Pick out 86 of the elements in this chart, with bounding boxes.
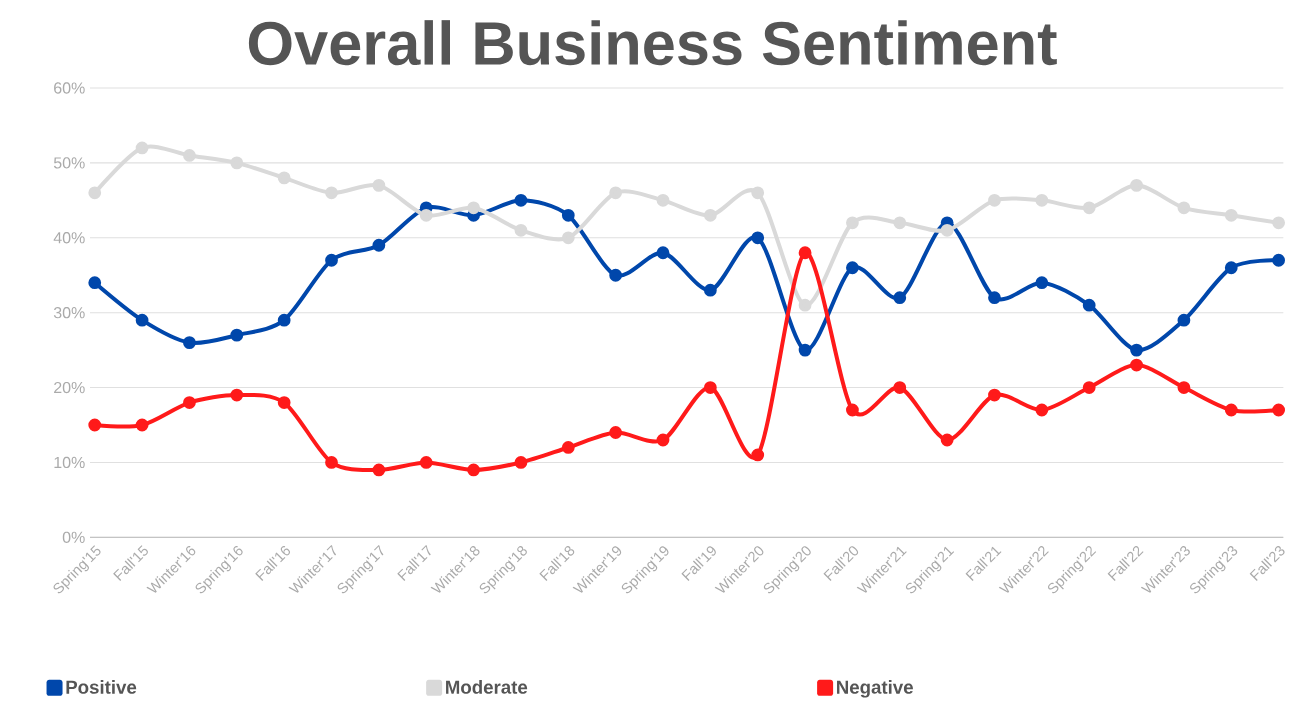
point bbox=[467, 463, 480, 477]
point bbox=[1177, 201, 1191, 215]
point bbox=[230, 328, 244, 342]
y-tick-label: 60% bbox=[54, 82, 85, 94]
legend-label: Moderate bbox=[446, 680, 528, 694]
point bbox=[893, 381, 907, 394]
point bbox=[277, 396, 291, 409]
point bbox=[609, 186, 623, 200]
point bbox=[372, 463, 386, 477]
point bbox=[988, 388, 1001, 402]
point bbox=[940, 433, 954, 447]
y-tick-label: 0% bbox=[62, 531, 85, 543]
point bbox=[703, 283, 717, 297]
point bbox=[798, 298, 812, 312]
point bbox=[703, 381, 717, 394]
point bbox=[1082, 381, 1096, 394]
point bbox=[1082, 298, 1096, 312]
point bbox=[419, 456, 433, 469]
point bbox=[1035, 403, 1049, 417]
point bbox=[1224, 403, 1238, 417]
point bbox=[183, 149, 196, 162]
point bbox=[325, 253, 338, 267]
point bbox=[656, 246, 670, 260]
point bbox=[798, 343, 812, 357]
point bbox=[893, 216, 907, 230]
point bbox=[277, 171, 291, 185]
point bbox=[656, 433, 670, 447]
point bbox=[1082, 201, 1096, 215]
point bbox=[1130, 178, 1143, 192]
point bbox=[277, 313, 291, 327]
y-tick-label: 50% bbox=[53, 157, 85, 169]
point bbox=[561, 441, 575, 454]
point bbox=[798, 246, 812, 260]
point bbox=[325, 456, 338, 469]
y-tick-label: 10% bbox=[54, 456, 85, 469]
point bbox=[135, 141, 149, 155]
y-tick-label: 40% bbox=[53, 232, 85, 244]
point bbox=[325, 186, 338, 200]
point bbox=[846, 216, 859, 230]
point bbox=[846, 403, 859, 417]
point bbox=[183, 396, 196, 409]
legend-label: Negative bbox=[837, 680, 913, 698]
point bbox=[514, 223, 528, 237]
point bbox=[656, 193, 670, 207]
point bbox=[846, 261, 859, 275]
point bbox=[88, 276, 102, 290]
point bbox=[1177, 313, 1191, 327]
point bbox=[230, 156, 244, 170]
point bbox=[1130, 343, 1143, 357]
point bbox=[1177, 381, 1191, 394]
point bbox=[1224, 208, 1238, 222]
point bbox=[88, 418, 102, 432]
point bbox=[1272, 403, 1286, 417]
y-tick-label: 20% bbox=[54, 381, 85, 394]
point bbox=[372, 238, 386, 252]
point bbox=[1130, 358, 1143, 372]
point bbox=[751, 231, 765, 245]
point bbox=[1272, 216, 1286, 230]
point bbox=[609, 268, 623, 282]
point bbox=[940, 223, 954, 237]
point bbox=[514, 456, 528, 469]
point bbox=[1035, 276, 1049, 290]
point bbox=[893, 291, 907, 305]
point bbox=[467, 201, 480, 215]
point bbox=[230, 388, 244, 402]
point bbox=[1224, 261, 1238, 275]
point bbox=[372, 178, 386, 192]
point bbox=[751, 448, 765, 462]
point bbox=[419, 208, 433, 222]
y-tick-label: 30% bbox=[53, 307, 85, 319]
point bbox=[609, 426, 623, 439]
point bbox=[88, 186, 102, 200]
point bbox=[1035, 193, 1049, 207]
point bbox=[183, 336, 196, 350]
chart-title: Overall Business Sentiment bbox=[248, 20, 1057, 66]
point bbox=[988, 291, 1001, 305]
point bbox=[561, 231, 575, 245]
point bbox=[561, 208, 575, 222]
legend-label: Positive bbox=[66, 680, 137, 694]
point bbox=[135, 418, 149, 432]
point bbox=[1272, 253, 1286, 267]
point bbox=[703, 208, 717, 222]
point bbox=[514, 193, 528, 207]
point bbox=[135, 313, 149, 327]
point bbox=[988, 193, 1001, 207]
point bbox=[751, 186, 765, 200]
